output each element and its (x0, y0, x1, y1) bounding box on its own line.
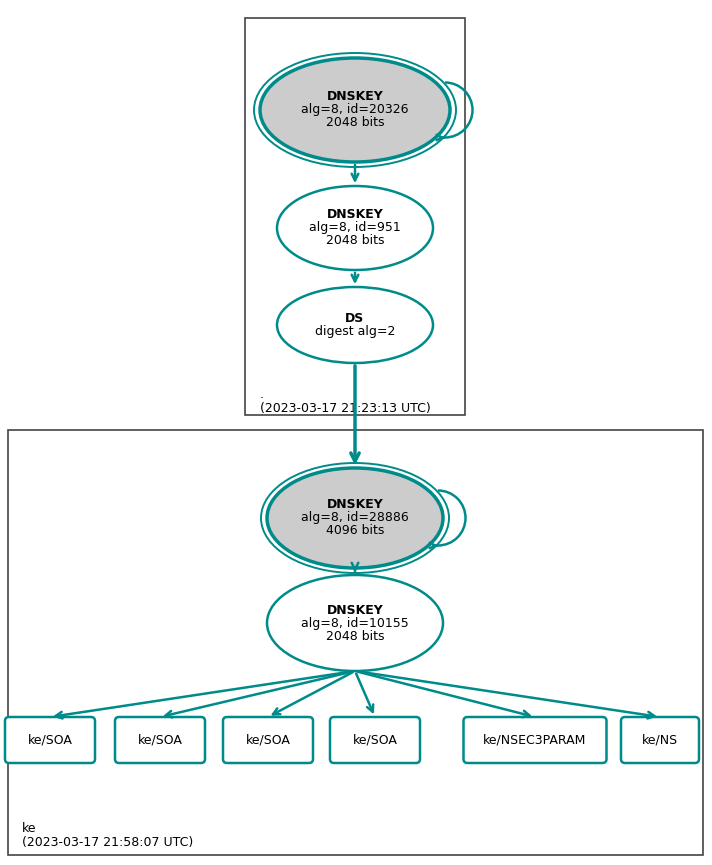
Text: 4096 bits: 4096 bits (326, 524, 384, 537)
FancyBboxPatch shape (330, 717, 420, 763)
Ellipse shape (277, 186, 433, 270)
Text: alg=8, id=951: alg=8, id=951 (309, 221, 401, 234)
Text: ke/SOA: ke/SOA (246, 734, 290, 746)
Text: ke/NSEC3PARAM: ke/NSEC3PARAM (483, 734, 587, 746)
Text: DNSKEY: DNSKEY (327, 91, 383, 104)
Text: DS: DS (345, 312, 365, 325)
FancyBboxPatch shape (621, 717, 699, 763)
Text: ke/NS: ke/NS (642, 734, 678, 746)
Text: 2048 bits: 2048 bits (326, 234, 384, 247)
Text: ke/SOA: ke/SOA (352, 734, 397, 746)
Text: ke/SOA: ke/SOA (28, 734, 73, 746)
Text: (2023-03-17 21:23:13 UTC): (2023-03-17 21:23:13 UTC) (260, 402, 431, 415)
Text: DNSKEY: DNSKEY (327, 498, 383, 511)
Text: 2048 bits: 2048 bits (326, 117, 384, 130)
Ellipse shape (267, 575, 443, 671)
Ellipse shape (267, 468, 443, 568)
Bar (8, 430, 703, 855)
Text: DNSKEY: DNSKEY (327, 208, 383, 221)
Text: 2048 bits: 2048 bits (326, 630, 384, 643)
Text: alg=8, id=20326: alg=8, id=20326 (301, 104, 409, 117)
Bar (245, 18, 465, 415)
Text: ke: ke (22, 822, 36, 835)
Text: (2023-03-17 21:58:07 UTC): (2023-03-17 21:58:07 UTC) (22, 836, 193, 849)
Ellipse shape (277, 287, 433, 363)
Ellipse shape (260, 58, 450, 162)
Text: .: . (260, 388, 264, 401)
FancyBboxPatch shape (5, 717, 95, 763)
Text: ke/SOA: ke/SOA (137, 734, 182, 746)
FancyBboxPatch shape (464, 717, 607, 763)
Text: alg=8, id=10155: alg=8, id=10155 (301, 617, 409, 630)
FancyBboxPatch shape (223, 717, 313, 763)
Text: alg=8, id=28886: alg=8, id=28886 (301, 511, 409, 524)
FancyBboxPatch shape (115, 717, 205, 763)
Text: DNSKEY: DNSKEY (327, 604, 383, 617)
Text: digest alg=2: digest alg=2 (315, 325, 395, 338)
